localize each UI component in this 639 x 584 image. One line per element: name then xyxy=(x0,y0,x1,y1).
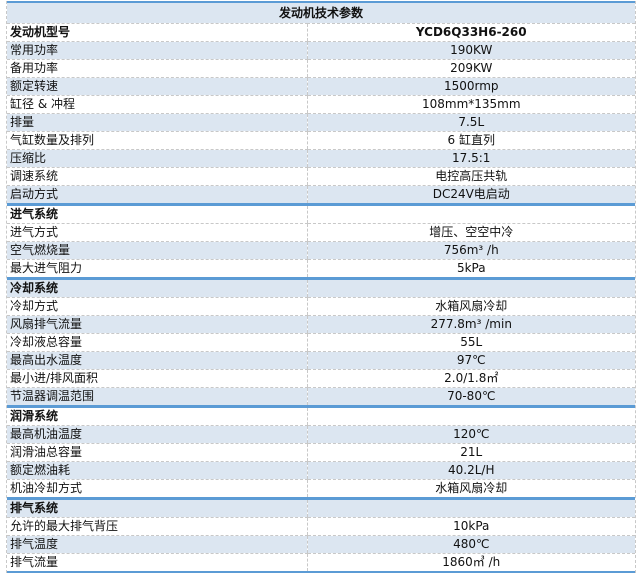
section-header-row: 冷却系统 xyxy=(7,277,636,298)
section-title: 冷却系统 xyxy=(7,277,307,298)
param-label: 进气方式 xyxy=(7,223,307,242)
param-label: 冷却液总容量 xyxy=(7,333,307,352)
param-label: 润滑油总容量 xyxy=(7,443,307,462)
table-row: 气缸数量及排列 6 缸直列 xyxy=(7,131,636,150)
param-value: 电控高压共轨 xyxy=(306,167,636,186)
table-row: 额定燃油耗 40.2L/H xyxy=(7,461,636,480)
param-label: 排气温度 xyxy=(7,535,307,554)
table-row: 进气方式 增压、空空中冷 xyxy=(7,223,636,242)
param-value: 水箱风扇冷却 xyxy=(306,479,636,499)
param-label: 启动方式 xyxy=(7,185,307,205)
param-value: 17.5:1 xyxy=(306,149,636,168)
param-label: 排气流量 xyxy=(7,553,307,573)
section-title-blank xyxy=(306,203,636,224)
table-row: 备用功率 209KW xyxy=(7,59,636,78)
param-value: 190KW xyxy=(306,41,636,60)
table-row: 节温器调温范围 70-80℃ xyxy=(7,387,636,407)
table-row: 冷却方式 水箱风扇冷却 xyxy=(7,297,636,316)
param-label: 压缩比 xyxy=(7,149,307,168)
param-value: 209KW xyxy=(306,59,636,78)
param-value: 97℃ xyxy=(306,351,636,370)
table-row: 启动方式 DC24V电启动 xyxy=(7,185,636,205)
section-header-row: 排气系统 xyxy=(7,497,636,518)
param-label: 排量 xyxy=(7,113,307,132)
model-label: 发动机型号 xyxy=(7,23,307,42)
model-value: YCD6Q33H6-260 xyxy=(306,23,636,42)
param-label: 额定燃油耗 xyxy=(7,461,307,480)
param-label: 备用功率 xyxy=(7,59,307,78)
param-label: 缸径 & 冲程 xyxy=(7,95,307,114)
param-value: 756m³ /h xyxy=(306,241,636,260)
table-row: 排气温度 480℃ xyxy=(7,535,636,554)
param-value: 21L xyxy=(306,443,636,462)
param-value: 2.0/1.8㎡ xyxy=(306,369,636,388)
section-title: 润滑系统 xyxy=(7,405,307,426)
param-label: 调速系统 xyxy=(7,167,307,186)
param-value: 120℃ xyxy=(306,425,636,444)
table-row: 最大进气阻力 5kPa xyxy=(7,259,636,279)
table-row: 冷却液总容量 55L xyxy=(7,333,636,352)
param-label: 风扇排气流量 xyxy=(7,315,307,334)
section-title-blank xyxy=(306,405,636,426)
table-title-row: 发动机技术参数 xyxy=(7,1,636,24)
section-title-blank xyxy=(306,277,636,298)
table-row: 额定转速 1500rmp xyxy=(7,77,636,96)
table-row: 常用功率 190KW xyxy=(7,41,636,60)
table-row: 润滑油总容量 21L xyxy=(7,443,636,462)
param-value: 40.2L/H xyxy=(306,461,636,480)
param-value: 水箱风扇冷却 xyxy=(306,297,636,316)
section-title: 进气系统 xyxy=(7,203,307,224)
section-header-row: 润滑系统 xyxy=(7,405,636,426)
param-label: 允许的最大排气背压 xyxy=(7,517,307,536)
table-row: 最高出水温度 97℃ xyxy=(7,351,636,370)
param-value: DC24V电启动 xyxy=(306,185,636,205)
table-title: 发动机技术参数 xyxy=(7,1,636,24)
param-label: 最小进/排风面积 xyxy=(7,369,307,388)
param-value: 10kPa xyxy=(306,517,636,536)
table-row: 允许的最大排气背压 10kPa xyxy=(7,517,636,536)
param-value: 增压、空空中冷 xyxy=(306,223,636,242)
table-row: 风扇排气流量 277.8m³ /min xyxy=(7,315,636,334)
param-label: 额定转速 xyxy=(7,77,307,96)
param-value: 480℃ xyxy=(306,535,636,554)
param-label: 空气燃烧量 xyxy=(7,241,307,260)
param-value: 108mm*135mm xyxy=(306,95,636,114)
table-row: 排气流量 1860㎥ /h xyxy=(7,553,636,573)
param-label: 常用功率 xyxy=(7,41,307,60)
table-row: 排量 7.5L xyxy=(7,113,636,132)
param-label: 最高机油温度 xyxy=(7,425,307,444)
param-label: 冷却方式 xyxy=(7,297,307,316)
table-row: 压缩比 17.5:1 xyxy=(7,149,636,168)
param-label: 节温器调温范围 xyxy=(7,387,307,407)
param-value: 6 缸直列 xyxy=(306,131,636,150)
param-label: 机油冷却方式 xyxy=(7,479,307,499)
section-header-row: 进气系统 xyxy=(7,203,636,224)
table-row: 最高机油温度 120℃ xyxy=(7,425,636,444)
param-label: 最高出水温度 xyxy=(7,351,307,370)
table-row: 机油冷却方式 水箱风扇冷却 xyxy=(7,479,636,499)
param-value: 1500rmp xyxy=(306,77,636,96)
param-value: 5kPa xyxy=(306,259,636,279)
spec-table-container: 发动机技术参数 发动机型号 YCD6Q33H6-260 常用功率 190KW 备用功… xyxy=(6,1,636,573)
param-label: 气缸数量及排列 xyxy=(7,131,307,150)
section-title: 排气系统 xyxy=(7,497,307,518)
param-value: 70-80℃ xyxy=(306,387,636,407)
table-row: 调速系统 电控高压共轨 xyxy=(7,167,636,186)
param-label: 最大进气阻力 xyxy=(7,259,307,279)
table-row: 最小进/排风面积 2.0/1.8㎡ xyxy=(7,369,636,388)
model-row: 发动机型号 YCD6Q33H6-260 xyxy=(7,23,636,42)
section-title-blank xyxy=(306,497,636,518)
param-value: 277.8m³ /min xyxy=(306,315,636,334)
param-value: 1860㎥ /h xyxy=(306,553,636,573)
engine-spec-table: 发动机技术参数 发动机型号 YCD6Q33H6-260 常用功率 190KW 备用功… xyxy=(7,1,636,573)
param-value: 55L xyxy=(306,333,636,352)
table-row: 空气燃烧量 756m³ /h xyxy=(7,241,636,260)
param-value: 7.5L xyxy=(306,113,636,132)
table-row: 缸径 & 冲程 108mm*135mm xyxy=(7,95,636,114)
